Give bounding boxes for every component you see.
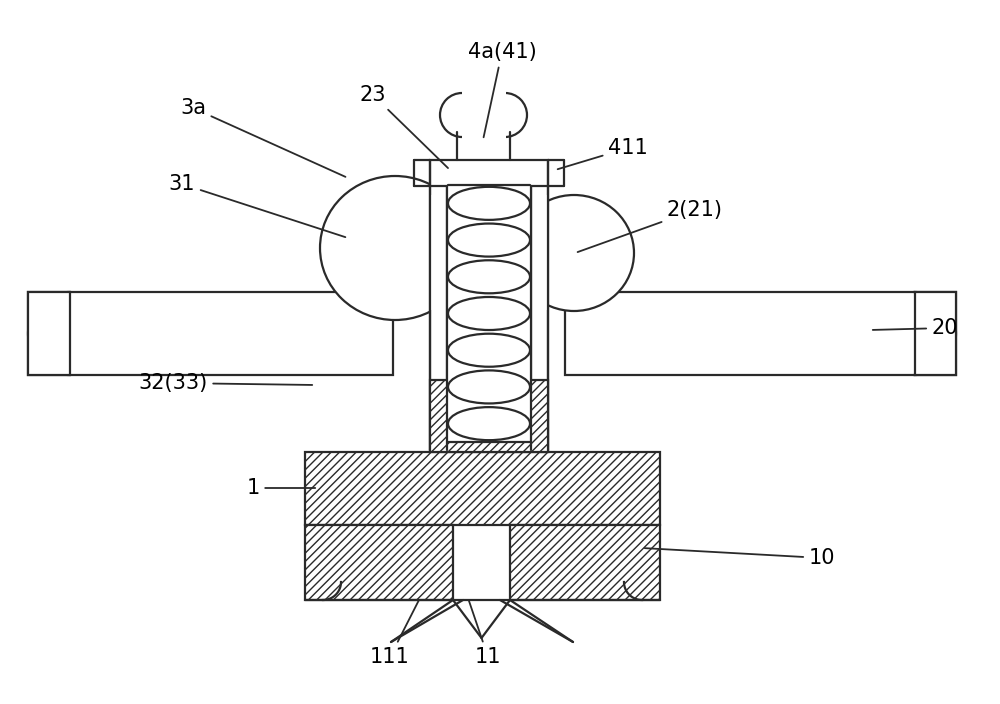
Circle shape bbox=[440, 93, 484, 137]
Bar bbox=[565, 292, 956, 375]
Bar bbox=[462, 91, 506, 139]
Text: 411: 411 bbox=[558, 138, 648, 169]
Text: 31: 31 bbox=[169, 174, 345, 237]
Text: 11: 11 bbox=[469, 601, 501, 667]
Text: 20: 20 bbox=[873, 318, 958, 338]
Text: 2(21): 2(21) bbox=[578, 200, 723, 252]
Ellipse shape bbox=[320, 176, 470, 320]
Text: 23: 23 bbox=[360, 85, 448, 168]
Bar bbox=[510, 525, 660, 600]
Text: 111: 111 bbox=[370, 601, 419, 667]
Ellipse shape bbox=[514, 195, 634, 311]
Text: 10: 10 bbox=[645, 548, 835, 568]
Bar bbox=[448, 185, 530, 442]
Text: 3a: 3a bbox=[180, 98, 345, 177]
Bar bbox=[914, 292, 956, 375]
Bar bbox=[28, 292, 393, 375]
Bar bbox=[430, 160, 548, 450]
Bar bbox=[305, 525, 453, 600]
Text: 1: 1 bbox=[246, 478, 315, 498]
Bar bbox=[28, 292, 70, 375]
Bar bbox=[305, 452, 660, 525]
Bar bbox=[431, 195, 547, 310]
Bar bbox=[430, 380, 548, 452]
Circle shape bbox=[483, 93, 527, 137]
Text: 4a(41): 4a(41) bbox=[468, 42, 536, 137]
Text: 32(33): 32(33) bbox=[138, 373, 312, 393]
